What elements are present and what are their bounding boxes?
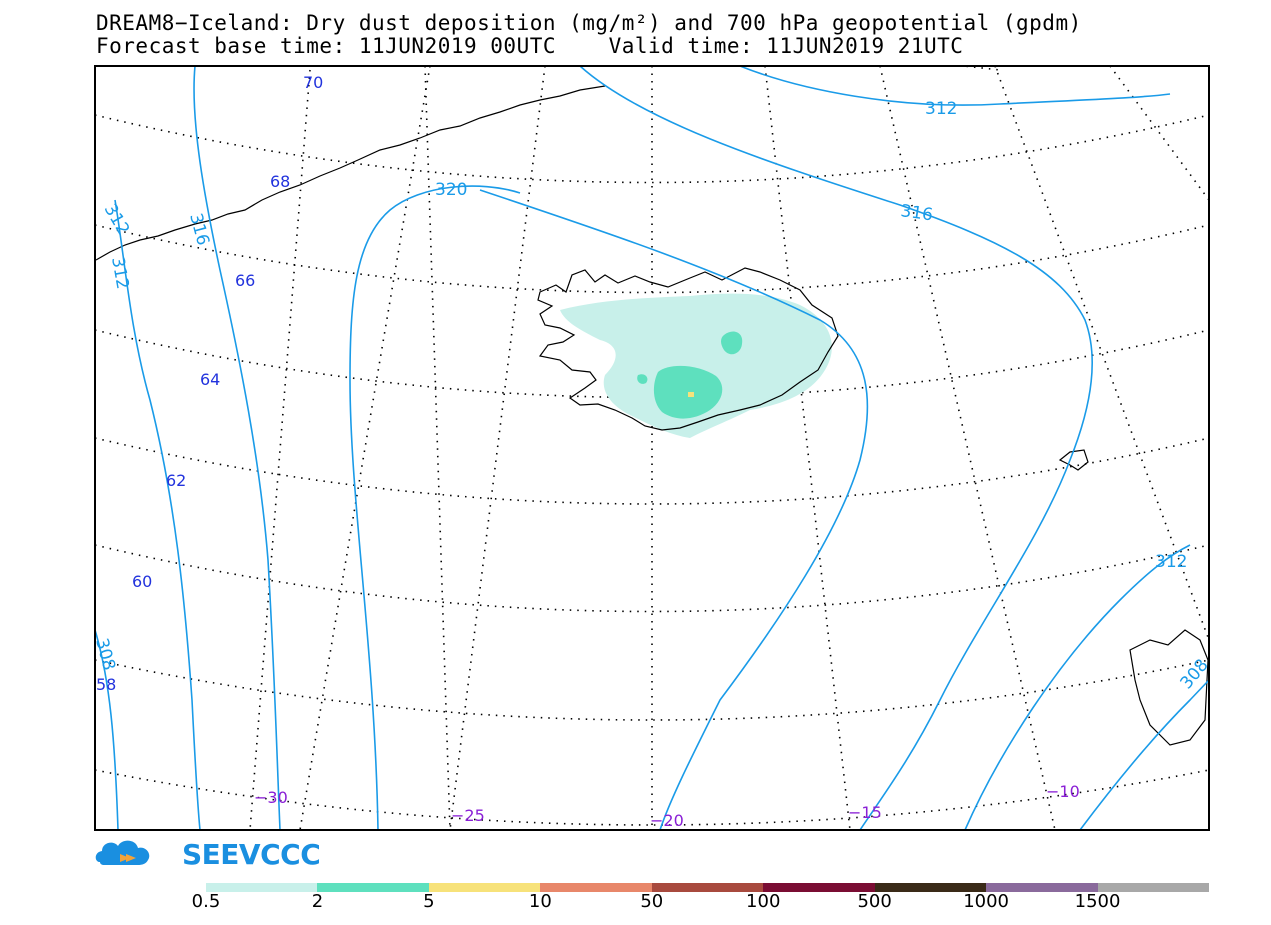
graticule bbox=[95, 66, 1209, 830]
seevccc-logo bbox=[95, 840, 150, 865]
contour-320 bbox=[349, 185, 521, 830]
map-area bbox=[95, 66, 1209, 830]
legend-swatch bbox=[428, 883, 541, 892]
meridian-m22 bbox=[449, 66, 546, 830]
geopotential-contours bbox=[95, 66, 1209, 830]
coast-greenland bbox=[95, 85, 606, 261]
contour-312-se bbox=[964, 544, 1191, 830]
contour-320-east bbox=[479, 189, 869, 830]
shade-2-small bbox=[637, 374, 648, 384]
contour-308-se bbox=[1079, 679, 1209, 830]
meridian-m25b bbox=[299, 66, 431, 830]
meridian-m12 bbox=[994, 66, 1209, 641]
lat-line-56 bbox=[95, 769, 1209, 826]
contour-316-west bbox=[193, 66, 281, 830]
contour-label: 316 bbox=[899, 201, 934, 225]
lat-label: 60 bbox=[132, 572, 152, 591]
deposition-shading bbox=[560, 293, 832, 438]
contour-label: 312 bbox=[107, 255, 132, 290]
legend-label: 1500 bbox=[1074, 891, 1121, 912]
legend-swatch bbox=[986, 883, 1098, 892]
meridian-m15 bbox=[879, 66, 1056, 830]
shade-5 bbox=[688, 392, 694, 397]
legend-label: 50 bbox=[640, 891, 664, 912]
legend-label: 500 bbox=[857, 891, 892, 912]
lat-label: 70 bbox=[303, 73, 323, 92]
legend-swatch bbox=[874, 883, 987, 892]
arrow-icon bbox=[120, 854, 136, 862]
lon-label-group: −30 −25 −20 −15 −10 bbox=[254, 782, 1080, 830]
legend-swatch bbox=[763, 883, 875, 892]
legend-label: 5 bbox=[423, 891, 435, 912]
lat-label: 62 bbox=[166, 471, 186, 490]
contour-312-top bbox=[739, 66, 1171, 106]
legend-label: 100 bbox=[746, 891, 781, 912]
legend-swatch bbox=[317, 883, 429, 892]
contour-label: 312 bbox=[1155, 552, 1187, 572]
coast-iceland bbox=[537, 267, 839, 431]
lon-label: −20 bbox=[650, 811, 684, 830]
meridian-m10 bbox=[1109, 66, 1209, 201]
lat-label: 64 bbox=[200, 370, 220, 389]
legend-label: 0.5 bbox=[191, 891, 221, 912]
legend-label: 10 bbox=[528, 891, 552, 912]
shade-0.5 bbox=[560, 293, 832, 438]
chart-title: DREAM8−Iceland: Dry dust deposition (mg/… bbox=[96, 11, 1082, 35]
lat-label-group: 70 68 66 64 62 60 58 bbox=[96, 73, 323, 694]
lat-label: 58 bbox=[96, 675, 116, 694]
contour-label: 308 bbox=[1177, 655, 1213, 693]
contour-label: 312 bbox=[100, 201, 134, 239]
legend-swatch bbox=[651, 883, 764, 892]
legend-label: 1000 bbox=[963, 891, 1010, 912]
legend-swatch bbox=[206, 883, 318, 892]
lat-label: 66 bbox=[235, 271, 255, 290]
map-frame bbox=[94, 65, 1210, 831]
meridian-m35 bbox=[95, 250, 96, 260]
lon-label: −30 bbox=[254, 788, 288, 807]
legend-label: 2 bbox=[311, 891, 324, 912]
chart-subtitle-times: Forecast base time: 11JUN2019 00UTC Vali… bbox=[96, 34, 964, 58]
coastlines bbox=[95, 85, 1209, 746]
lon-label: −25 bbox=[451, 806, 485, 825]
contour-label: 312 bbox=[925, 99, 957, 119]
contour-308-west bbox=[95, 629, 119, 830]
lat-line-58 bbox=[95, 659, 1209, 721]
contour-316 bbox=[579, 66, 1093, 830]
coast-faroe bbox=[1058, 449, 1089, 471]
lat-label: 68 bbox=[270, 172, 290, 191]
cloud-icon bbox=[95, 840, 150, 865]
lon-label: −10 bbox=[1046, 782, 1080, 801]
contour-312-west bbox=[114, 199, 201, 830]
legend-swatch bbox=[540, 883, 652, 892]
logo-text: SEEVCCC bbox=[182, 838, 321, 871]
meridian-m17 bbox=[764, 66, 851, 830]
legend-swatch bbox=[1097, 883, 1209, 892]
lon-label: −15 bbox=[848, 803, 882, 822]
shade-2-north bbox=[721, 331, 743, 355]
coast-scotland-norway bbox=[1129, 629, 1209, 746]
color-legend bbox=[206, 883, 1209, 892]
contour-label: 320 bbox=[435, 180, 467, 200]
